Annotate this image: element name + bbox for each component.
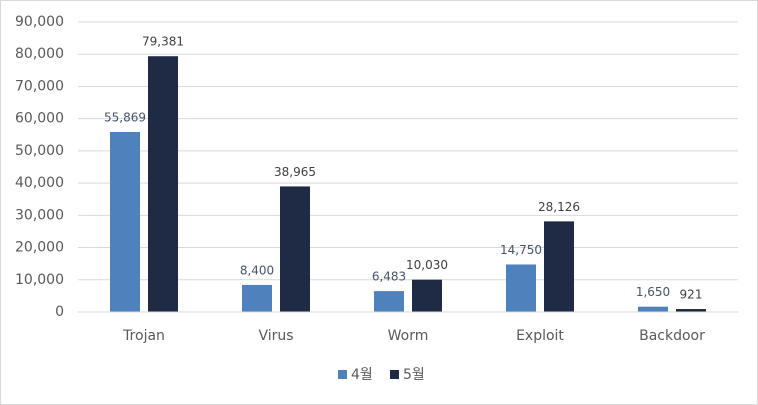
x-tick-label: Trojan — [122, 328, 165, 344]
y-tick-label: 40,000 — [15, 175, 64, 191]
y-tick-label: 10,000 — [15, 272, 64, 288]
legend-swatch — [390, 370, 399, 379]
value-label: 14,750 — [500, 243, 542, 257]
bar — [638, 306, 668, 312]
value-label: 921 — [680, 288, 703, 302]
y-tick-label: 20,000 — [15, 240, 64, 256]
value-label: 79,381 — [142, 35, 184, 49]
bar — [242, 284, 272, 312]
x-tick-label: Exploit — [516, 328, 564, 344]
bar — [374, 291, 404, 312]
y-tick-label: 30,000 — [15, 207, 64, 223]
legend-label: 5월 — [403, 367, 425, 383]
x-tick-label: Worm — [388, 328, 429, 344]
legend-swatch — [338, 370, 347, 379]
y-tick-label: 70,000 — [15, 78, 64, 94]
y-tick-label: 60,000 — [15, 111, 64, 127]
bar — [280, 186, 310, 312]
value-label: 28,126 — [538, 200, 580, 214]
bar — [676, 309, 706, 312]
y-tick-label: 50,000 — [15, 143, 64, 159]
value-label: 1,650 — [636, 285, 670, 299]
x-tick-label: Backdoor — [639, 328, 705, 344]
legend-label: 4월 — [351, 367, 373, 383]
y-tick-label: 80,000 — [15, 46, 64, 62]
value-label: 8,400 — [240, 263, 274, 277]
value-label: 38,965 — [274, 165, 316, 179]
bar — [506, 264, 536, 312]
value-label: 55,869 — [104, 110, 146, 124]
bar — [544, 221, 574, 312]
bar — [148, 56, 178, 312]
x-tick-label: Virus — [258, 328, 293, 344]
y-tick-label: 0 — [55, 304, 64, 320]
value-label: 6,483 — [372, 270, 406, 284]
y-tick-label: 90,000 — [15, 14, 64, 30]
bar — [110, 131, 140, 312]
value-label: 10,030 — [406, 258, 448, 272]
bar — [412, 279, 442, 312]
